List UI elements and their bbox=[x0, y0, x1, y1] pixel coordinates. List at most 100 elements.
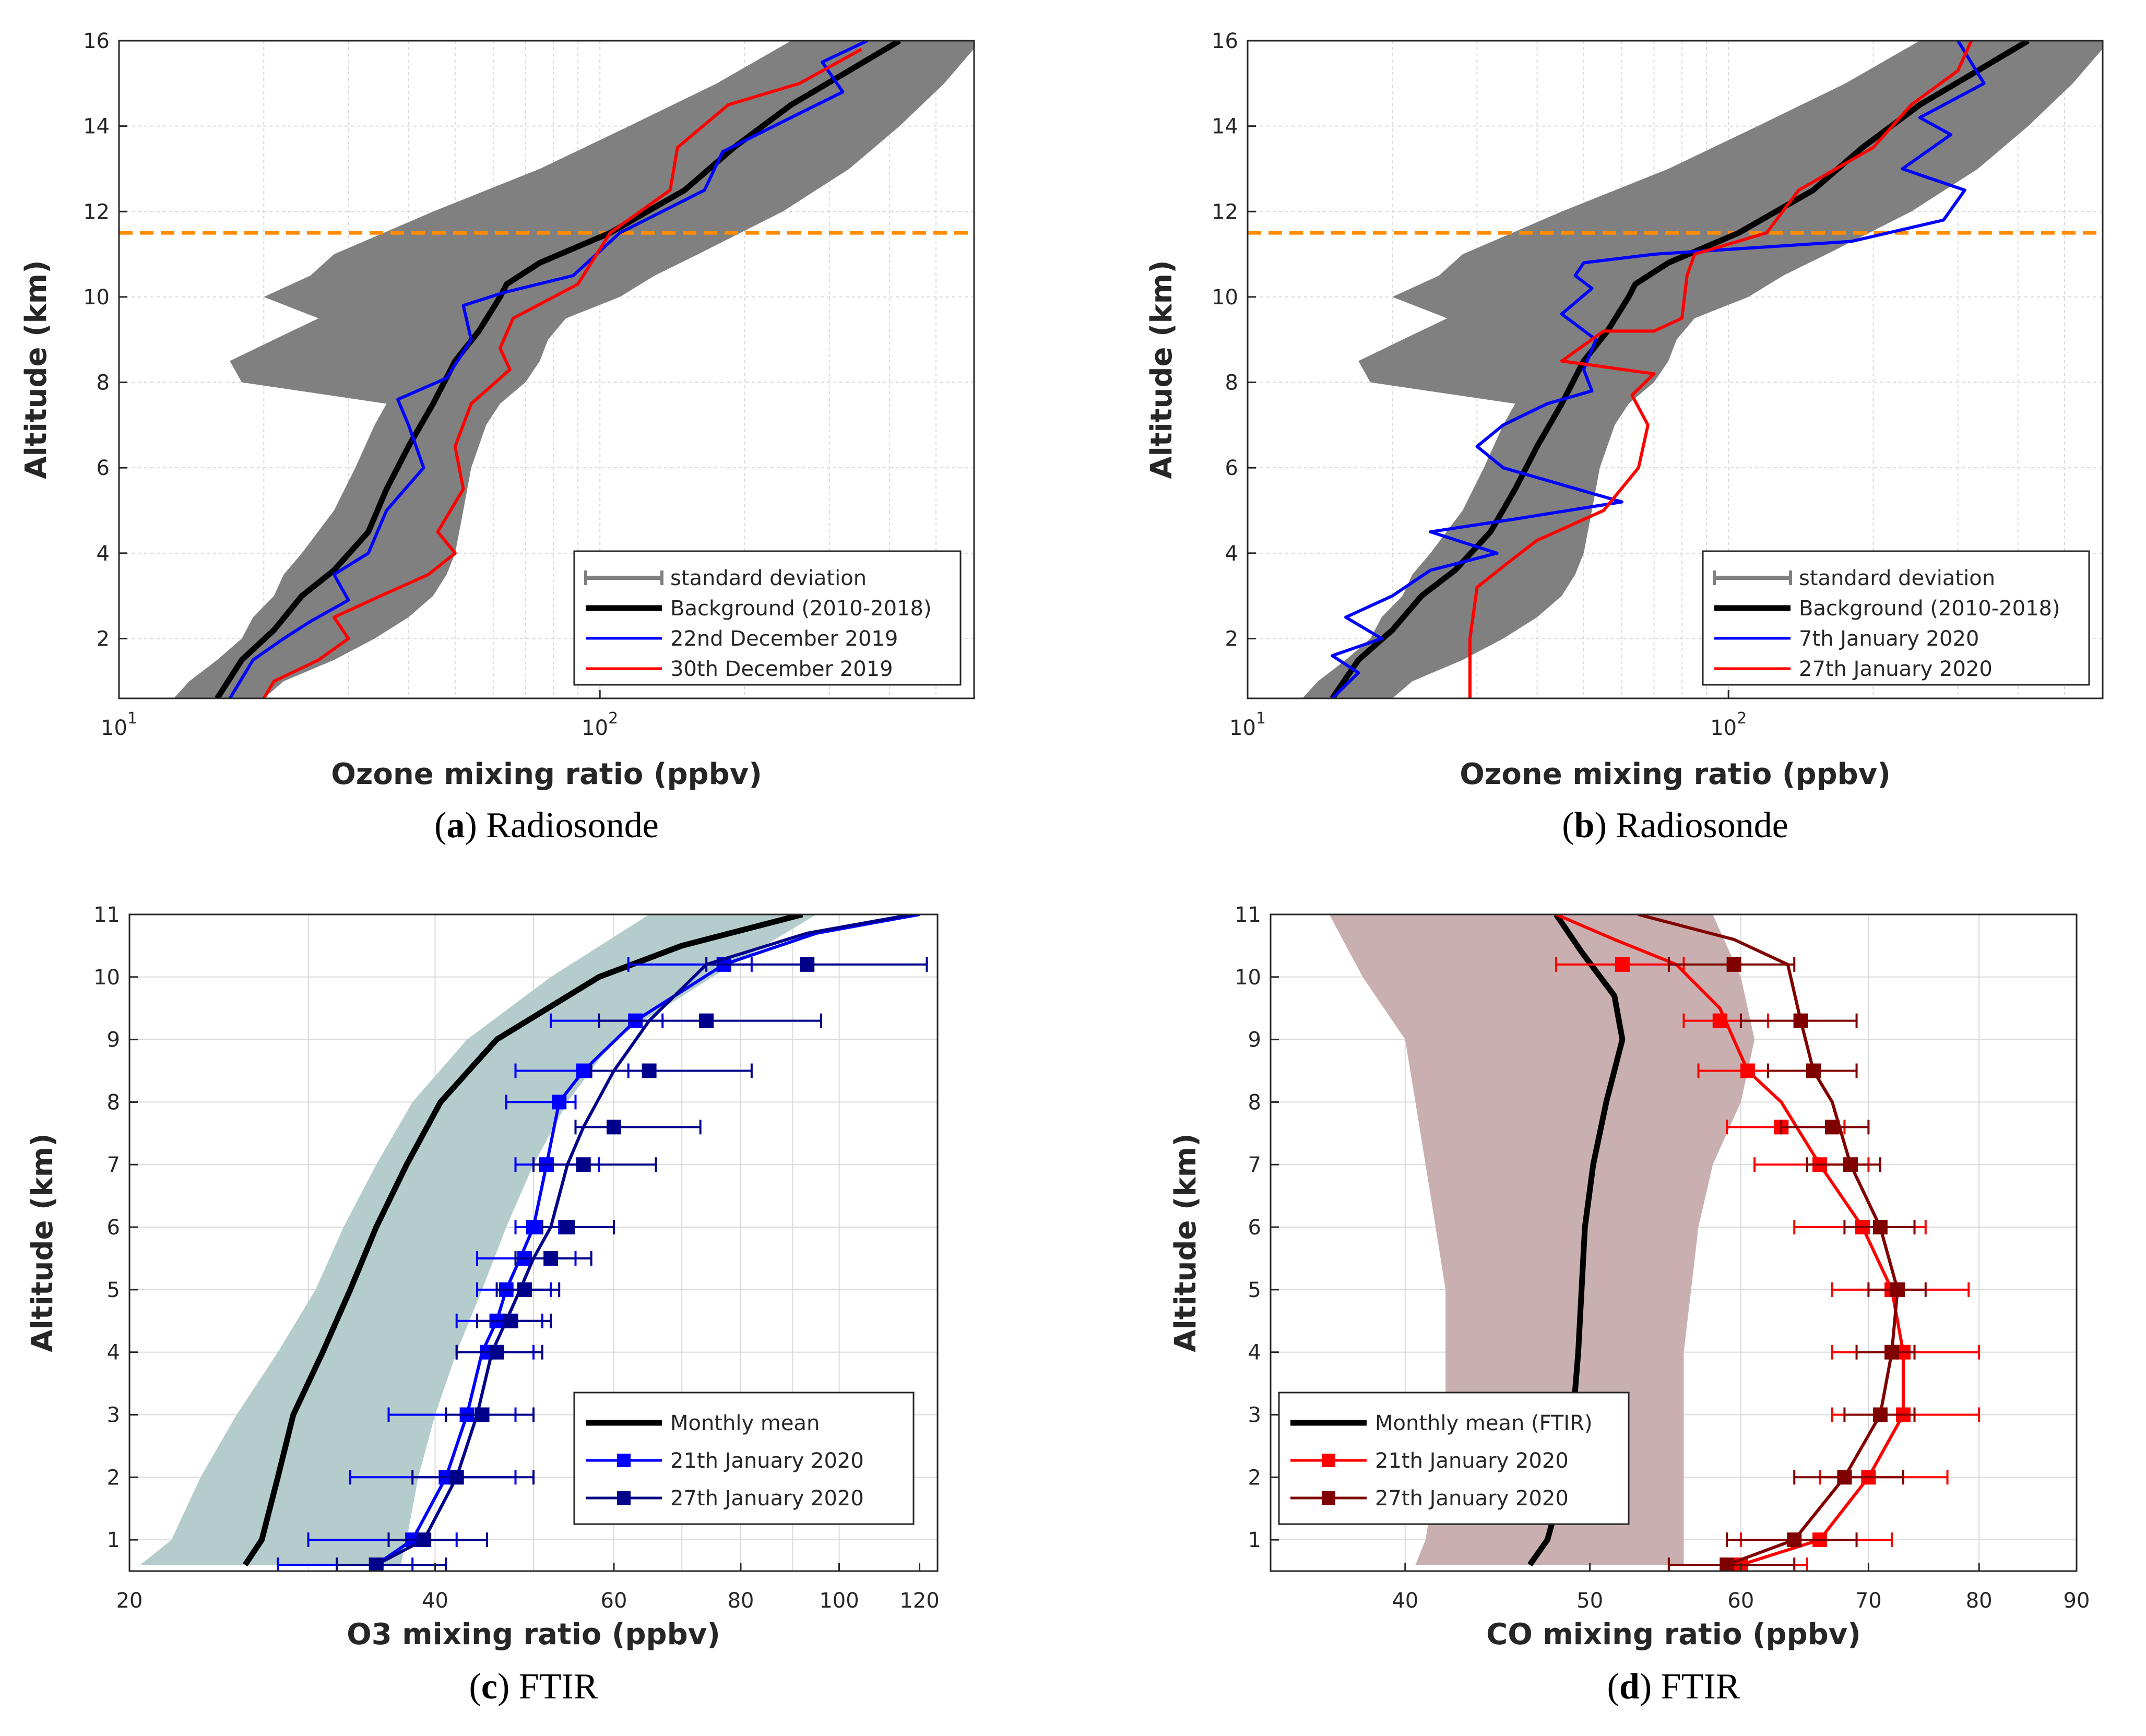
panel-c: 20 40 60 80 100 120 1 2 3 4 5 6 7 8 9 10 11 O3 mixing rat… bbox=[26, 903, 940, 1707]
y-axis-label: Altitude (km) bbox=[1145, 260, 1179, 479]
y-axis-label: Altitude (km) bbox=[1169, 1133, 1203, 1352]
data-point bbox=[503, 1313, 518, 1328]
legend-marker bbox=[1322, 1454, 1335, 1467]
data-point bbox=[475, 1407, 490, 1422]
y-tick-label: 3 bbox=[1248, 1403, 1261, 1427]
legend-label: 27th January 2020 bbox=[1799, 657, 1993, 681]
data-point bbox=[699, 1013, 714, 1028]
y-tick-label: 9 bbox=[1248, 1028, 1261, 1052]
series-line bbox=[1331, 41, 1986, 698]
data-point bbox=[1872, 1220, 1888, 1235]
x-tick-label: 70 bbox=[1855, 1589, 1882, 1613]
legend-label: standard deviation bbox=[1799, 566, 1995, 590]
legend-label: Background (2010-2018) bbox=[670, 597, 932, 621]
std-band bbox=[1302, 41, 2103, 698]
y-tick-label: 10 bbox=[93, 966, 120, 990]
data-point bbox=[607, 1120, 622, 1135]
std-band bbox=[173, 41, 974, 698]
y-tick-label: 4 bbox=[97, 542, 110, 566]
x-tick-label: 120 bbox=[899, 1589, 939, 1613]
data-point bbox=[1787, 1532, 1802, 1548]
plot-content bbox=[119, 41, 974, 698]
legend: standard deviation Background (2010-2018)… bbox=[1702, 550, 2090, 686]
x-tick-label: 20 bbox=[116, 1589, 143, 1613]
series-0 bbox=[243, 914, 803, 1567]
y-tick-label: 3 bbox=[107, 1403, 120, 1427]
panel-d: 40 50 60 70 80 90 1 2 3 4 5 6 7 8 9 10 11 CO mixing ratio… bbox=[1169, 903, 2090, 1707]
x-tick-label: 100 bbox=[819, 1589, 859, 1613]
data-point bbox=[1843, 1157, 1858, 1172]
data-point bbox=[1615, 957, 1630, 972]
panel-caption: (b) Radiosonde bbox=[1562, 805, 1788, 846]
y-tick-label: 12 bbox=[1212, 200, 1238, 224]
data-point bbox=[369, 1557, 384, 1571]
panel-caption: (c) FTIR bbox=[469, 1667, 598, 1707]
y-ticks: 1 2 3 4 5 6 7 8 9 10 11 bbox=[93, 903, 138, 1552]
data-point bbox=[1837, 1470, 1852, 1485]
series-line bbox=[262, 47, 862, 698]
y-axis-label: Altitude (km) bbox=[26, 1133, 60, 1352]
data-point bbox=[1726, 957, 1741, 972]
series-2 bbox=[262, 47, 862, 698]
y-ticks: 2 4 6 8 10 12 14 16 bbox=[83, 29, 127, 651]
y-tick-label: 7 bbox=[1248, 1153, 1261, 1177]
panel-caption: (a) Radiosonde bbox=[434, 805, 659, 846]
y-tick-label: 11 bbox=[93, 903, 120, 927]
legend-box bbox=[1278, 1392, 1630, 1525]
legend-label: 22nd December 2019 bbox=[670, 627, 898, 651]
legend-label: 21th January 2020 bbox=[1375, 1449, 1569, 1473]
y-tick-label: 14 bbox=[1212, 115, 1238, 139]
data-point bbox=[1740, 1063, 1756, 1078]
y-tick-label: 5 bbox=[107, 1278, 120, 1302]
y-tick-label: 2 bbox=[1225, 627, 1238, 651]
data-point bbox=[543, 1251, 559, 1266]
legend-marker bbox=[1322, 1491, 1335, 1505]
plot-content bbox=[1248, 41, 2103, 698]
y-tick-label: 6 bbox=[1225, 456, 1238, 480]
data-point bbox=[642, 1063, 657, 1078]
axes-frame bbox=[1247, 40, 2104, 699]
legend-marker bbox=[617, 1454, 631, 1467]
data-point bbox=[1872, 1407, 1888, 1422]
series-line bbox=[1555, 914, 1905, 1566]
data-point bbox=[1720, 1557, 1735, 1571]
y-tick-label: 10 bbox=[1235, 966, 1261, 990]
y-tick-label: 2 bbox=[97, 627, 110, 651]
y-tick-label: 4 bbox=[1225, 542, 1238, 566]
x-tick-label: 90 bbox=[2064, 1589, 2090, 1613]
legend-marker bbox=[617, 1491, 631, 1505]
data-point bbox=[560, 1220, 575, 1235]
legend-label: 30th December 2019 bbox=[670, 657, 893, 681]
series-1 bbox=[228, 41, 868, 698]
y-tick-label: 8 bbox=[1225, 371, 1238, 395]
y-tick-label: 6 bbox=[97, 456, 110, 480]
series-line bbox=[1468, 41, 1973, 698]
data-point bbox=[489, 1345, 504, 1360]
y-tick-label: 10 bbox=[1212, 286, 1238, 310]
data-point bbox=[552, 1095, 567, 1110]
y-tick-label: 8 bbox=[97, 371, 110, 395]
x-tick-label: 40 bbox=[422, 1589, 448, 1613]
series-line bbox=[375, 914, 912, 1566]
data-point bbox=[1793, 1013, 1808, 1028]
series-line bbox=[1638, 914, 1900, 1566]
data-point bbox=[576, 1063, 591, 1078]
series-line bbox=[243, 914, 803, 1567]
data-point bbox=[1806, 1063, 1821, 1078]
axes-frame bbox=[118, 40, 975, 699]
legend-label: 7th January 2020 bbox=[1799, 627, 1979, 651]
plot-content bbox=[140, 914, 928, 1571]
y-tick-label: 4 bbox=[1248, 1341, 1261, 1365]
legend-label: Monthly mean (FTIR) bbox=[1375, 1411, 1593, 1435]
y-tick-label: 6 bbox=[1248, 1216, 1261, 1240]
y-tick-label: 14 bbox=[83, 115, 110, 139]
x-tick-label: 80 bbox=[728, 1589, 754, 1613]
data-point bbox=[517, 1282, 532, 1297]
axes-frame bbox=[1270, 913, 2078, 1572]
legend-label: 27th January 2020 bbox=[670, 1487, 864, 1511]
legend-box bbox=[573, 1392, 915, 1525]
x-ticks: 40 50 60 70 80 90 bbox=[1392, 1563, 2090, 1613]
series-line bbox=[228, 41, 868, 698]
legend: standard deviation Background (2010-2018)… bbox=[573, 550, 962, 686]
